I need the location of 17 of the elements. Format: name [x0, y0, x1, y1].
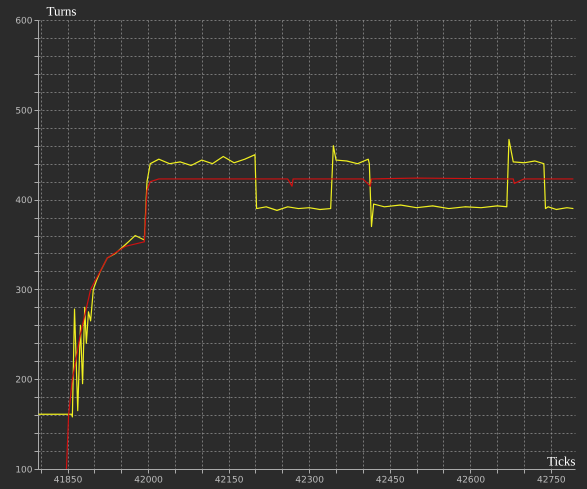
y-tick-label: 300 — [15, 286, 33, 296]
y-tick-label: 400 — [15, 196, 33, 206]
line-series — [66, 177, 574, 469]
y-axis-title: Turns — [46, 4, 76, 18]
y-tick-label: 500 — [15, 106, 33, 116]
x-tick-label: 42450 — [376, 476, 405, 486]
y-tick-label: 200 — [15, 376, 33, 386]
x-tick-label: 42000 — [134, 476, 164, 486]
y-tick-label: 600 — [15, 16, 33, 26]
line-series — [38, 138, 574, 418]
x-tick-label: 42600 — [456, 476, 486, 486]
x-tick-label: 41850 — [54, 476, 83, 486]
x-tick-label: 42750 — [537, 476, 566, 486]
x-tick-label: 42150 — [214, 476, 244, 486]
y-tick-label: 100 — [15, 466, 33, 476]
x-axis-title: Ticks — [547, 454, 576, 468]
x-tick-label: 42300 — [295, 476, 324, 486]
